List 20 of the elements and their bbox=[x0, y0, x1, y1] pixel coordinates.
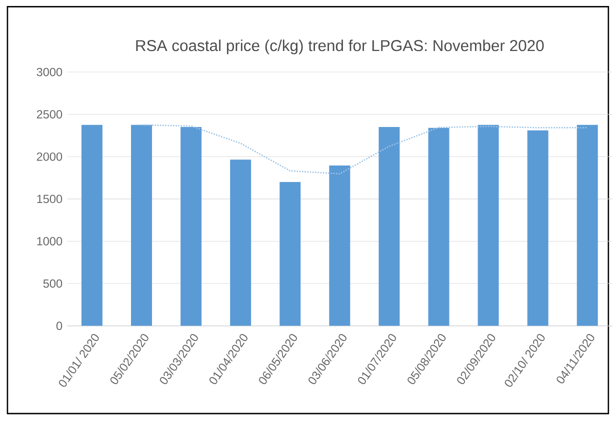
y-tick-label: 500 bbox=[43, 279, 62, 288]
bar bbox=[527, 130, 548, 326]
y-tick-label: 1000 bbox=[37, 237, 62, 246]
y-tick-label: 2000 bbox=[36, 152, 62, 161]
y-tick-label: 0 bbox=[56, 322, 62, 330]
bar bbox=[230, 160, 252, 326]
y-tick-label: 3000 bbox=[36, 68, 62, 76]
bar bbox=[81, 125, 102, 326]
bar bbox=[428, 128, 450, 326]
bar bbox=[280, 182, 301, 326]
y-tick-label: 1500 bbox=[37, 194, 62, 204]
bar bbox=[131, 125, 152, 326]
line-series bbox=[140, 124, 588, 175]
chart-title: RSA coastal price (c/kg) trend for LPGAS: November 2020 bbox=[136, 40, 544, 54]
bar bbox=[478, 125, 499, 326]
bar bbox=[329, 166, 350, 326]
bar bbox=[378, 127, 400, 326]
y-tick-label: 2500 bbox=[36, 110, 62, 119]
bar bbox=[180, 127, 202, 326]
bar bbox=[576, 125, 598, 326]
